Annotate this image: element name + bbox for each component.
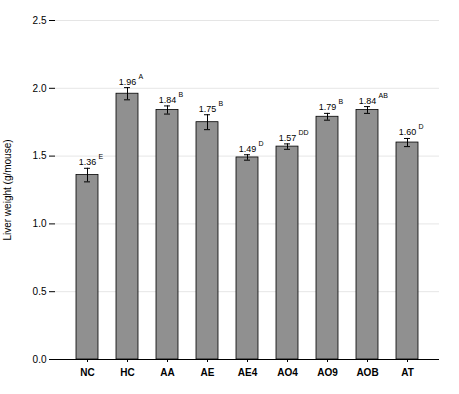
svg-text:AOB: AOB: [356, 367, 378, 378]
svg-text:AO4: AO4: [277, 367, 298, 378]
svg-text:1.79: 1.79: [319, 102, 337, 112]
svg-text:Liver weight (g/mouse): Liver weight (g/mouse): [2, 139, 13, 240]
svg-text:AE4: AE4: [238, 367, 258, 378]
svg-text:B: B: [339, 98, 344, 105]
svg-text:1.96: 1.96: [119, 77, 137, 87]
svg-text:HC: HC: [120, 367, 134, 378]
svg-text:1.57: 1.57: [279, 133, 297, 143]
svg-text:AE: AE: [201, 367, 215, 378]
svg-text:AT: AT: [401, 367, 414, 378]
svg-text:AO9: AO9: [317, 367, 338, 378]
svg-text:1.84: 1.84: [359, 96, 377, 106]
svg-text:1.0: 1.0: [33, 218, 47, 229]
svg-text:D: D: [419, 123, 424, 130]
svg-text:B: B: [219, 100, 224, 107]
svg-text:B: B: [179, 91, 184, 98]
svg-text:NC: NC: [80, 367, 94, 378]
svg-text:AB: AB: [379, 92, 389, 99]
svg-text:D: D: [259, 140, 264, 147]
svg-text:1.75: 1.75: [199, 104, 217, 114]
svg-text:1.36: 1.36: [79, 157, 97, 167]
svg-text:2.5: 2.5: [33, 15, 47, 26]
svg-text:0.5: 0.5: [33, 286, 47, 297]
svg-text:A: A: [139, 73, 144, 80]
svg-text:1.49: 1.49: [239, 144, 257, 154]
svg-text:0.0: 0.0: [33, 354, 47, 365]
svg-text:DD: DD: [299, 129, 309, 136]
svg-text:2.0: 2.0: [33, 83, 47, 94]
svg-text:E: E: [99, 153, 104, 160]
svg-text:1.60: 1.60: [399, 127, 417, 137]
svg-text:1.5: 1.5: [33, 150, 47, 161]
svg-text:1.84: 1.84: [159, 95, 177, 105]
svg-text:AA: AA: [160, 367, 174, 378]
